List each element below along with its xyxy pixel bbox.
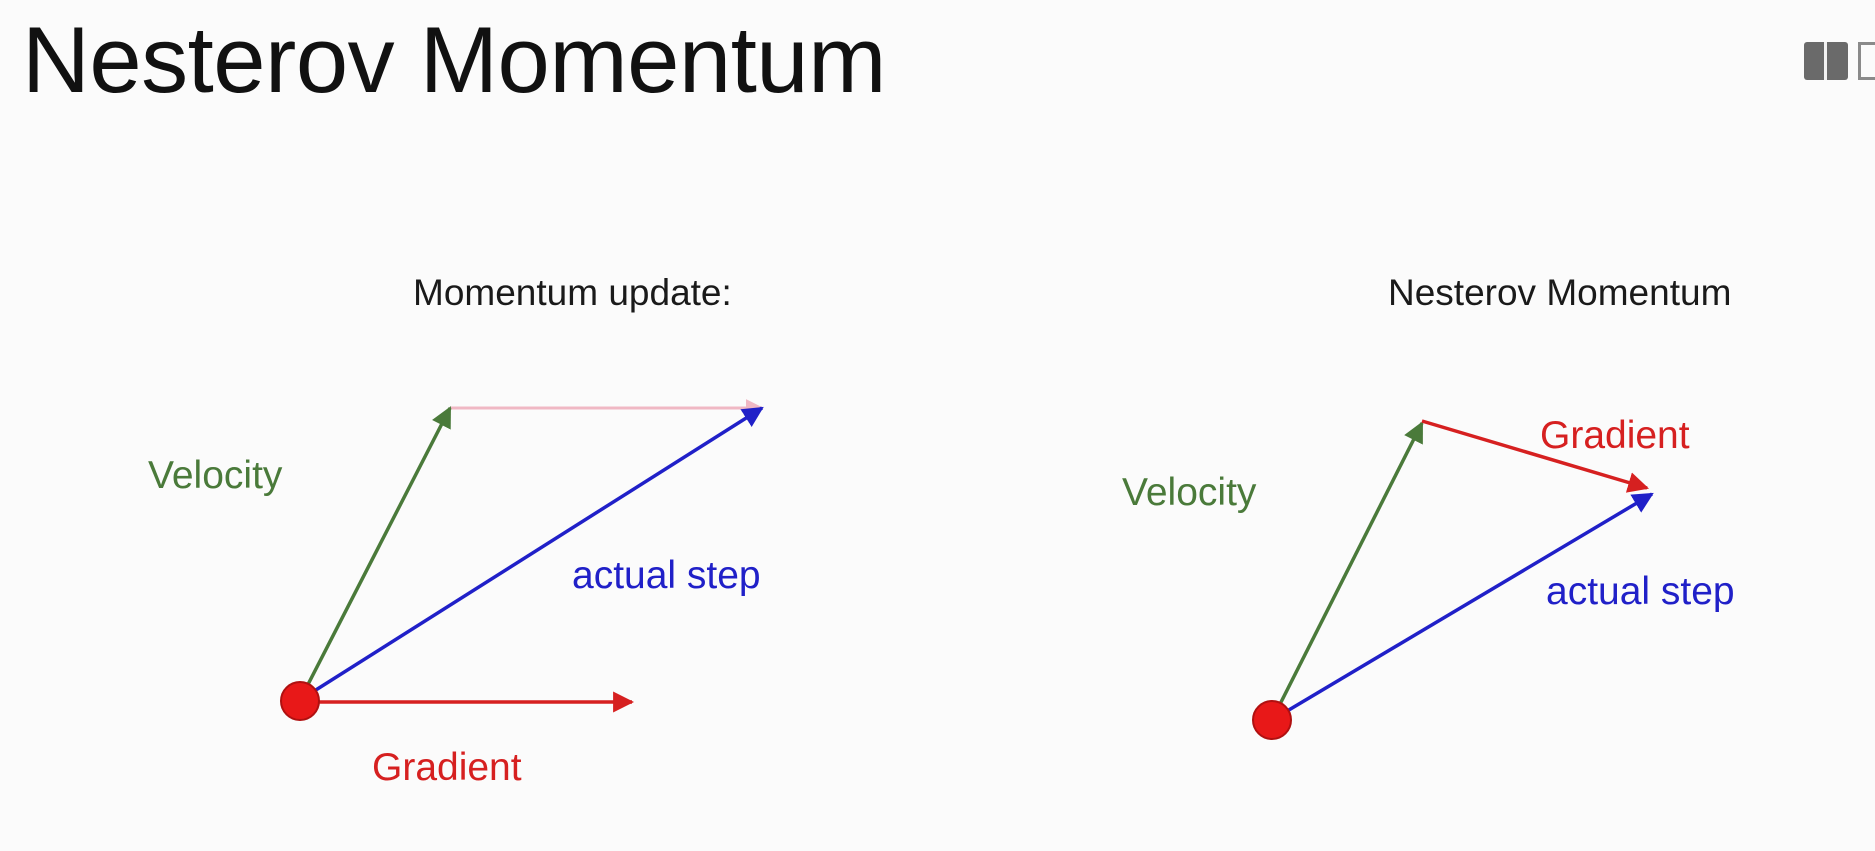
velocity-arrow [1270, 421, 1424, 721]
actual-step-arrow [1271, 492, 1654, 722]
nesterov-momentum-diagram: Velocity Gradient actual step [1122, 414, 1735, 740]
actual-step-label: actual step [1546, 570, 1735, 613]
actual-step-arrow [299, 406, 764, 702]
nesterov-momentum-subtitle: Nesterov Momentum [1388, 272, 1732, 313]
slide-title: Nesterov Momentum [22, 7, 886, 112]
gradient-label: Gradient [1540, 414, 1690, 457]
velocity-label: Velocity [1122, 471, 1257, 514]
gradient-label: Gradient [372, 746, 522, 789]
book-icon[interactable] [1800, 40, 1875, 86]
velocity-label: Velocity [148, 454, 283, 497]
start-point [280, 681, 320, 721]
start-point [1252, 700, 1292, 740]
momentum-update-diagram: Velocity actual step Gradient [148, 399, 764, 789]
velocity-arrow [298, 406, 452, 701]
momentum-update-subtitle: Momentum update: [413, 272, 732, 313]
lookahead-gradient-arrow [1421, 419, 1650, 493]
actual-step-label: actual step [572, 554, 761, 597]
